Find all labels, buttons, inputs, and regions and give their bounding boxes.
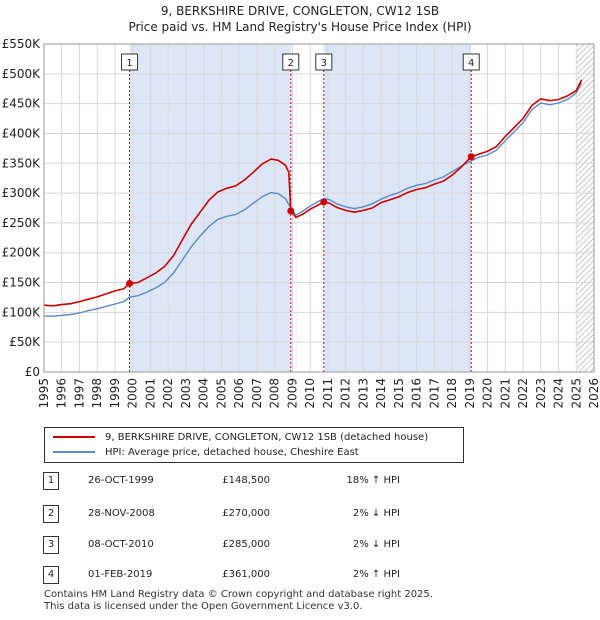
transaction-hpi-change: 2% ↓ HPI — [352, 539, 400, 550]
ownership-shade — [129, 44, 291, 372]
sale-label: 2 — [288, 58, 294, 69]
x-tick-label: 2013 — [356, 378, 370, 409]
y-tick-label: £250K — [2, 216, 42, 230]
x-tick-label: 1997 — [72, 378, 86, 409]
legend-label-property: 9, BERKSHIRE DRIVE, CONGLETON, CW12 1SB … — [105, 432, 429, 443]
x-tick-label: 2004 — [197, 378, 211, 409]
x-tick-label: 1998 — [90, 378, 104, 409]
sale-label-box — [462, 53, 480, 71]
x-tick-label: 2025 — [569, 378, 583, 409]
x-tick-label: 2015 — [392, 378, 406, 409]
y-tick-label: £100K — [2, 305, 42, 319]
plot-frame — [43, 43, 595, 373]
price-chart: 1 2 3 4 £0 £50K £100K £150K £200K £250K £300K £350K… — [2, 37, 600, 409]
y-tick-label: £50K — [9, 335, 41, 349]
y-tick-label: £300K — [2, 186, 42, 200]
title-line-1: 9, BERKSHIRE DRIVE, CONGLETON, CW12 1SB — [160, 4, 440, 18]
sale-label: 4 — [468, 58, 474, 69]
x-tick-label: 1999 — [108, 378, 122, 409]
x-tick-label: 2024 — [552, 378, 566, 409]
transaction-row: 1 26-OCT-1999 £148,500 18% ↑ HPI — [0, 471, 600, 491]
x-tick-label: 2017 — [427, 378, 441, 409]
y-tick-label: £200K — [2, 246, 42, 260]
transaction-price: £361,000 — [222, 569, 270, 580]
legend-entry-hpi: HPI: Average price, detached house, Ches… — [53, 446, 359, 460]
series-line-hpi — [43, 82, 583, 317]
x-tick-label: 2020 — [481, 378, 495, 409]
x-tick-label: 2003 — [179, 378, 193, 409]
footer-line-1: Contains HM Land Registry data © Crown c… — [44, 589, 433, 600]
x-tick-label: 2011 — [321, 378, 335, 409]
transaction-number: 1 — [43, 472, 59, 490]
footer-line-2: This data is licensed under the Open Gov… — [44, 601, 363, 612]
transaction-price: £285,000 — [222, 539, 270, 550]
transaction-hpi-change: 2% ↓ HPI — [352, 508, 400, 519]
y-tick-label: £0 — [25, 365, 40, 379]
footer-attribution: Contains HM Land Registry data © Crown c… — [44, 589, 433, 613]
title-line-2: Price paid vs. HM Land Registry's House … — [128, 20, 472, 34]
x-tick-label: 2016 — [410, 378, 424, 409]
series-line-property — [43, 79, 583, 307]
transaction-hpi-change: 2% ↑ HPI — [352, 569, 400, 580]
x-tick-label: 2009 — [285, 378, 299, 409]
forecast-hatch — [576, 44, 594, 372]
transaction-date: 01-FEB-2019 — [88, 569, 153, 580]
transaction-number: 4 — [43, 566, 59, 584]
sale-point — [287, 207, 295, 215]
y-tick-label: £350K — [2, 156, 42, 170]
legend: 9, BERKSHIRE DRIVE, CONGLETON, CW12 1SB … — [44, 427, 464, 463]
transaction-price: £148,500 — [222, 475, 270, 486]
plot-background — [44, 44, 594, 372]
y-tick-label: £500K — [2, 67, 42, 81]
sale-label: 1 — [126, 58, 132, 69]
transaction-date: 28-NOV-2008 — [88, 508, 155, 519]
legend-label-hpi: HPI: Average price, detached house, Ches… — [105, 447, 359, 458]
transaction-price: £270,000 — [222, 508, 270, 519]
sale-point — [320, 198, 328, 206]
transaction-number: 3 — [43, 536, 59, 554]
y-tick-label: £550K — [2, 37, 42, 51]
sale-point — [126, 279, 134, 287]
x-tick-label: 2001 — [143, 378, 157, 409]
sale-label-box — [282, 53, 300, 71]
x-tick-label: 2023 — [534, 378, 548, 409]
sale-label-box — [121, 53, 139, 71]
sale-label-box — [315, 53, 333, 71]
sale-point — [467, 153, 475, 161]
legend-swatch-hpi — [53, 451, 95, 453]
x-tick-label: 2007 — [250, 378, 264, 409]
transaction-date: 26-OCT-1999 — [88, 475, 154, 486]
transaction-number: 2 — [43, 505, 59, 523]
chart-title: 9, BERKSHIRE DRIVE, CONGLETON, CW12 1SB … — [0, 3, 600, 35]
sale-label: 3 — [321, 58, 327, 69]
x-tick-label: 2014 — [374, 378, 388, 409]
legend-swatch-property — [53, 436, 95, 438]
x-tick-label: 2012 — [339, 378, 353, 409]
legend-entry-property: 9, BERKSHIRE DRIVE, CONGLETON, CW12 1SB … — [53, 431, 428, 445]
transaction-row: 2 28-NOV-2008 £270,000 2% ↓ HPI — [0, 504, 600, 524]
y-tick-label: £150K — [2, 276, 42, 290]
transaction-date: 08-OCT-2010 — [88, 539, 154, 550]
transaction-row: 3 08-OCT-2010 £285,000 2% ↓ HPI — [0, 535, 600, 555]
x-tick-label: 2021 — [498, 378, 512, 409]
y-tick-label: £450K — [2, 97, 42, 111]
x-tick-label: 1996 — [55, 378, 69, 409]
x-tick-label: 2002 — [161, 378, 175, 409]
x-tick-label: 1995 — [37, 378, 51, 409]
x-tick-label: 2018 — [445, 378, 459, 409]
x-tick-label: 2010 — [303, 378, 317, 409]
x-tick-label: 2005 — [214, 378, 228, 409]
x-tick-label: 2026 — [587, 378, 600, 409]
y-tick-label: £400K — [2, 126, 42, 140]
x-tick-label: 2000 — [126, 378, 140, 409]
x-tick-label: 2022 — [516, 378, 530, 409]
x-tick-label: 2019 — [463, 378, 477, 409]
x-tick-label: 2006 — [232, 378, 246, 409]
transaction-hpi-change: 18% ↑ HPI — [346, 475, 400, 486]
transaction-row: 4 01-FEB-2019 £361,000 2% ↑ HPI — [0, 565, 600, 585]
x-tick-label: 2008 — [268, 378, 282, 409]
